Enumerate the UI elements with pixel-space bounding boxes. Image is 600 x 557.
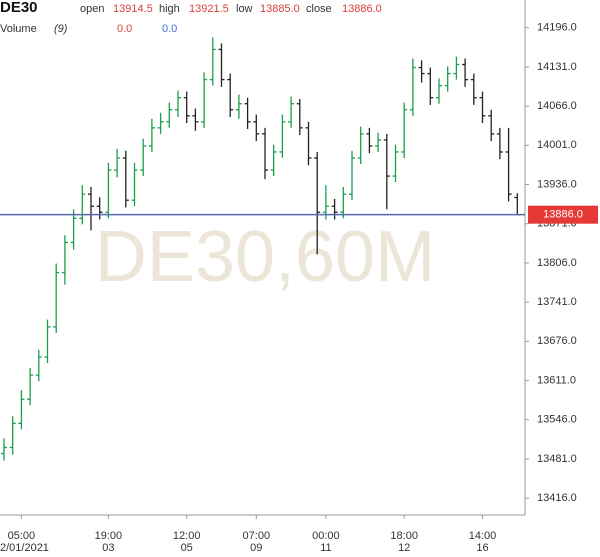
y-tick-label: 14001.0	[537, 139, 577, 151]
quote-label: high	[159, 3, 180, 15]
x-tick-date: 03	[102, 542, 114, 554]
y-tick-label: 13676.0	[537, 335, 577, 347]
y-tick-label: 13546.0	[537, 414, 577, 426]
x-tick-date: 16	[476, 542, 488, 554]
x-tick-date: 09	[250, 542, 262, 554]
y-tick-label: 14131.0	[537, 61, 577, 73]
y-tick-label: 14196.0	[537, 22, 577, 34]
symbol: DE30	[0, 0, 38, 16]
y-tick-label: 13416.0	[537, 492, 577, 504]
indicator-value: 0.0	[162, 23, 177, 35]
quote-value: 13885.0	[260, 3, 300, 15]
price-tag-label: 13886.0	[543, 209, 583, 221]
x-tick-date: 05	[181, 542, 193, 554]
quote-label: low	[236, 3, 253, 15]
x-tick-label: 19:00	[95, 530, 123, 542]
x-tick-label: 00:00	[312, 530, 340, 542]
y-tick-label: 13806.0	[537, 257, 577, 269]
y-tick-label: 13741.0	[537, 296, 577, 308]
quote-value: 13886.0	[342, 3, 382, 15]
y-tick-label: 13481.0	[537, 453, 577, 465]
quote-value: 13914.5	[113, 3, 153, 15]
indicator-param: (9)	[54, 23, 68, 35]
x-tick-date: 11	[320, 542, 331, 554]
y-tick-label: 14066.0	[537, 100, 577, 112]
quote-value: 13921.5	[189, 3, 229, 15]
y-tick-label: 13611.0	[537, 374, 576, 386]
price-tag	[528, 205, 598, 224]
quote-label: open	[80, 3, 104, 15]
quote-label: close	[306, 3, 332, 15]
indicator-value: 0.0	[117, 23, 132, 35]
x-tick-date: 02/01/2021	[0, 542, 49, 554]
indicator-name: Volume	[0, 23, 37, 35]
x-tick-label: 18:00	[390, 530, 418, 542]
x-tick-label: 14:00	[469, 530, 497, 542]
x-tick-label: 05:00	[8, 530, 36, 542]
y-tick-label: 13936.0	[537, 178, 577, 190]
x-tick-label: 07:00	[243, 530, 271, 542]
x-tick-label: 12:00	[173, 530, 201, 542]
watermark: DE30,60M	[95, 217, 435, 297]
x-tick-date: 12	[398, 542, 410, 554]
